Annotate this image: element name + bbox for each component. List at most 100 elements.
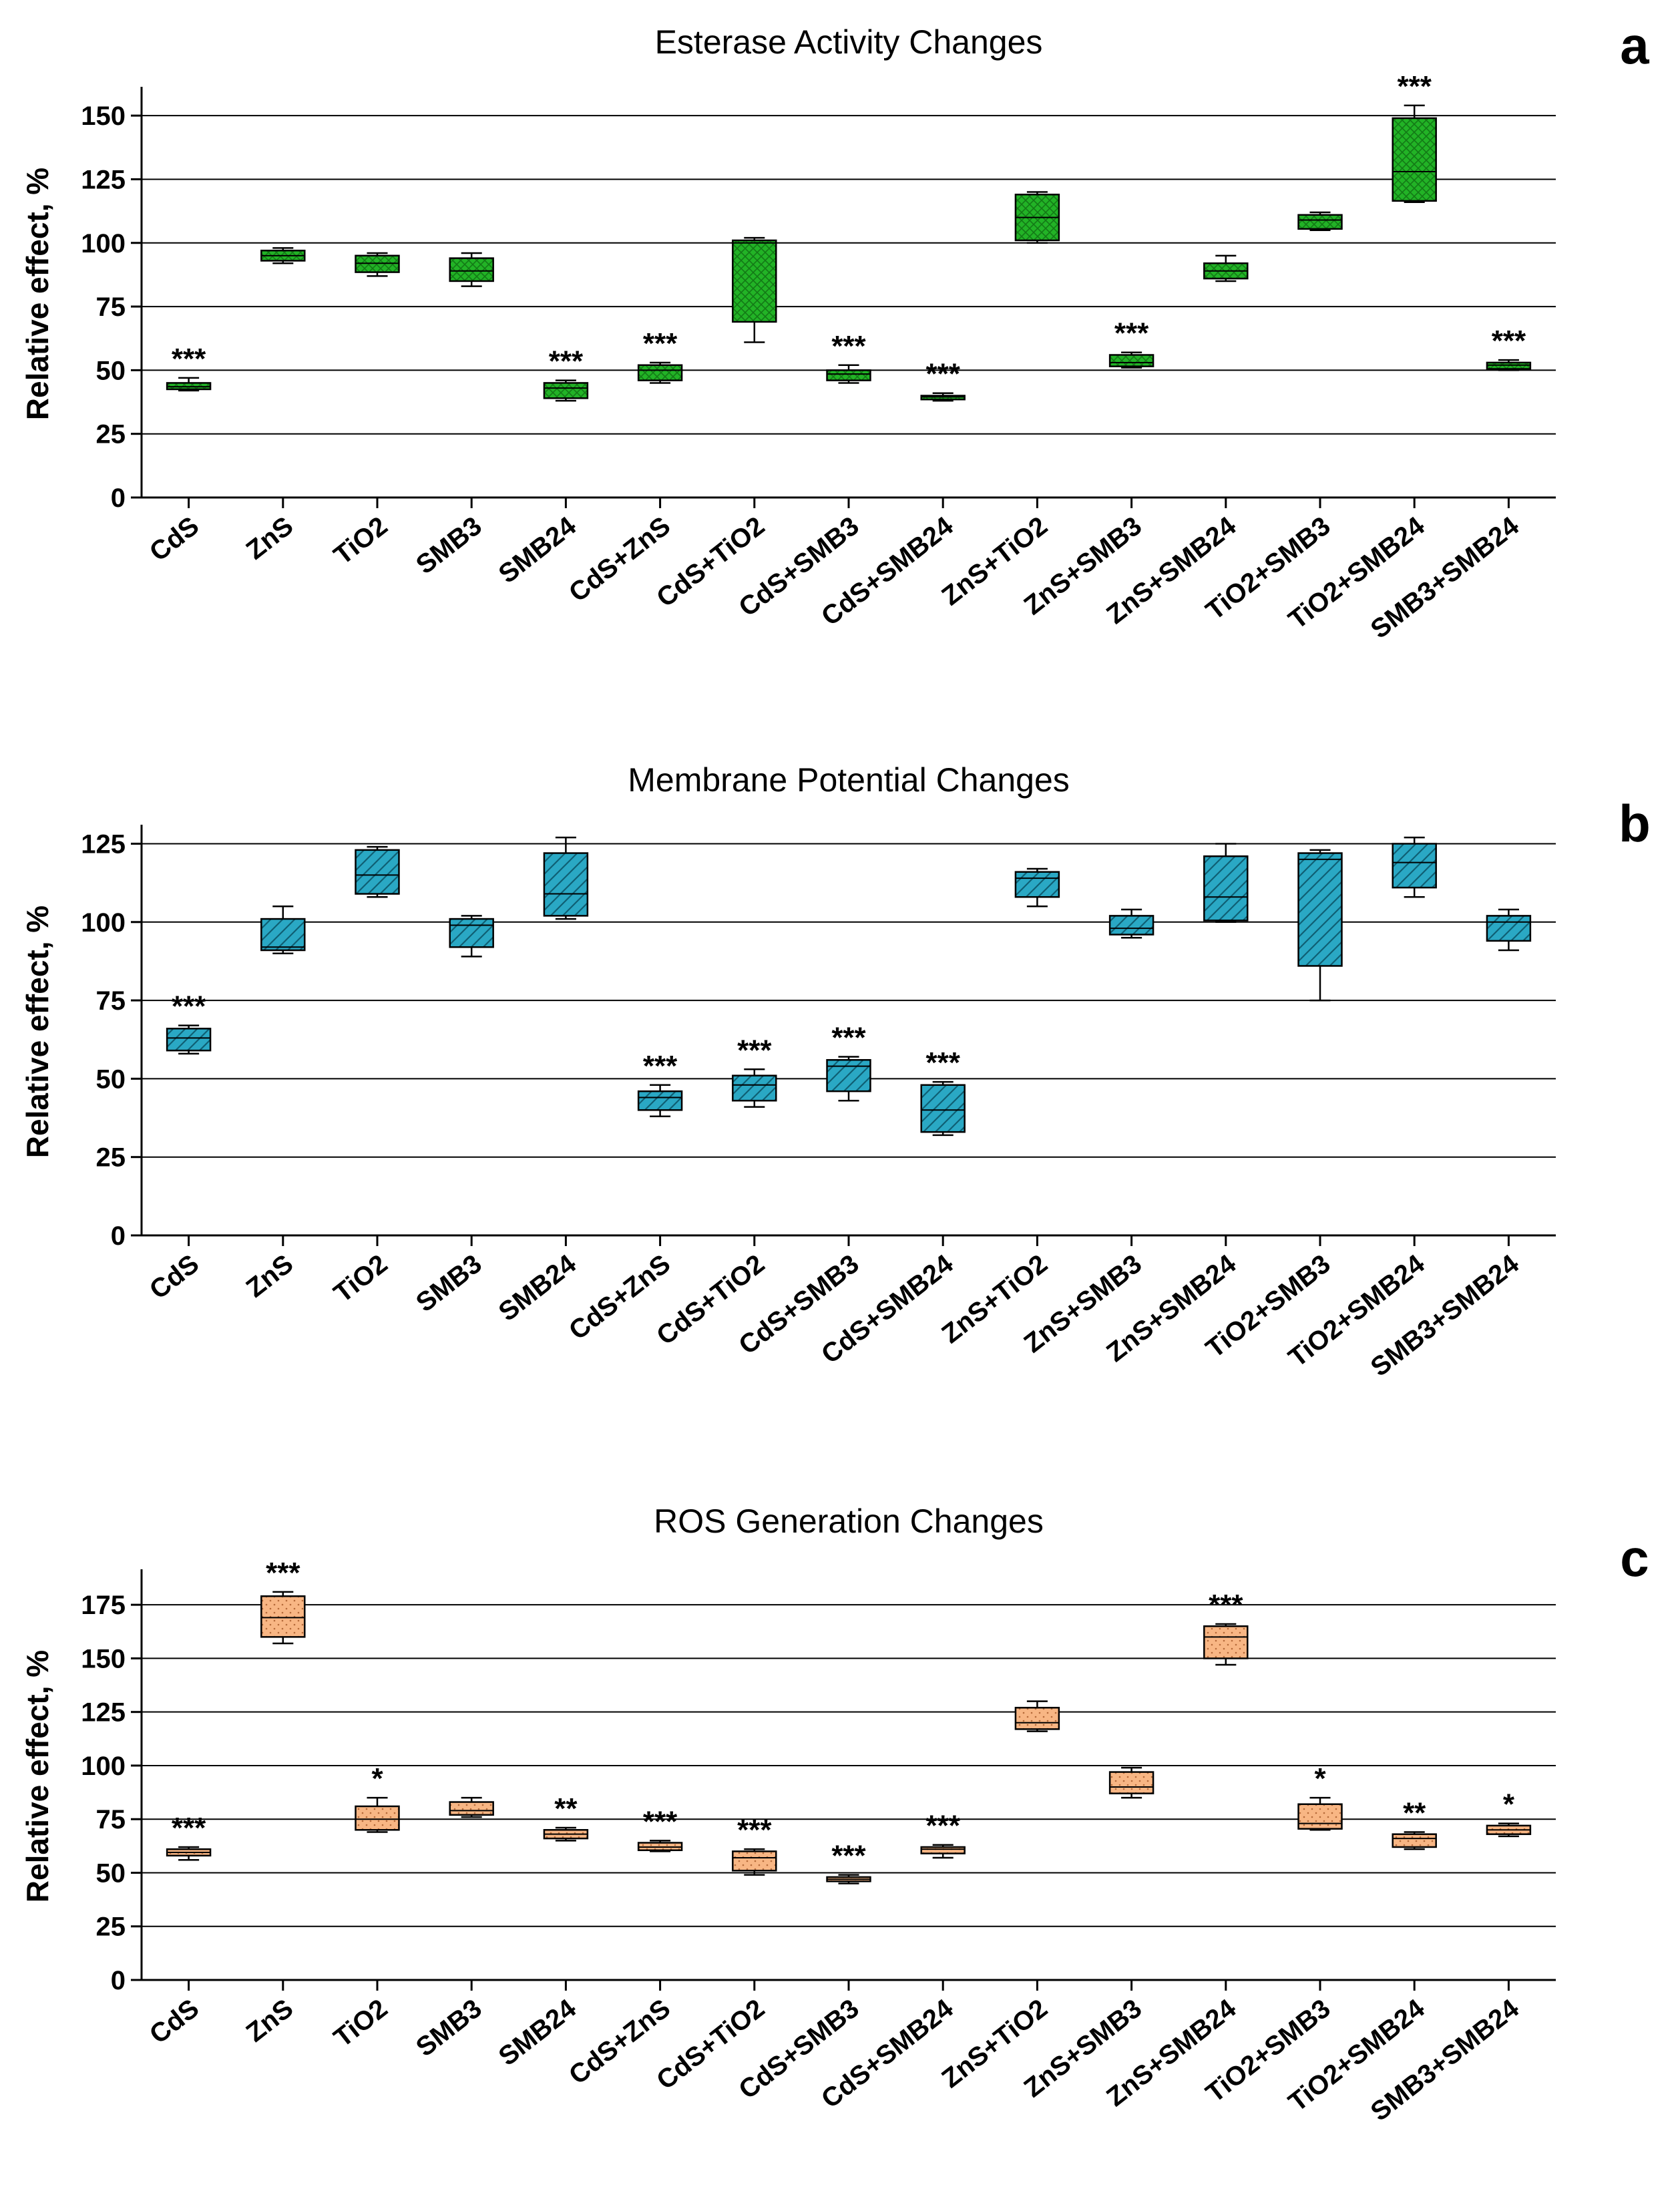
significance-marker: *** <box>643 1805 678 1838</box>
box-cds: *** <box>166 343 212 392</box>
panel-letter: b <box>1619 794 1651 853</box>
y-tick-label: 75 <box>96 1805 126 1834</box>
x-tick-label-zns: ZnS <box>241 1249 299 1303</box>
y-tick-label: 100 <box>81 1752 126 1781</box>
y-tick-label: 25 <box>96 1913 126 1942</box>
x-tick-label-cds: CdS <box>144 1993 204 2049</box>
box-pattern <box>1392 1833 1437 1848</box>
y-tick-label: 0 <box>111 1221 126 1251</box>
box-zns-plus-tio2 <box>1014 867 1060 908</box>
box-zns-plus-smb24: *** <box>1203 1589 1249 1666</box>
box-tio2 <box>355 252 400 277</box>
x-tick-label-zns: ZnS <box>241 511 299 565</box>
significance-marker: ** <box>1403 1796 1426 1829</box>
significance-marker: *** <box>1114 317 1149 350</box>
panel-b: Membrane Potential Changes b Relative effe… <box>20 761 1651 1382</box>
significance-marker: * <box>371 1762 383 1795</box>
significance-marker: *** <box>1209 1589 1243 1621</box>
box-pattern <box>920 1084 966 1133</box>
box-zns-plus-tio2 <box>1014 191 1060 244</box>
significance-marker: *** <box>549 345 584 378</box>
box-cds-plus-zns: *** <box>637 1805 683 1852</box>
x-tick-label-smb24: SMB24 <box>493 511 582 589</box>
x-tick-label-cds: CdS <box>144 1249 204 1305</box>
box-pattern <box>355 1805 400 1831</box>
x-tick-label-smb3: SMB3 <box>411 511 487 580</box>
y-tick-label: 50 <box>96 1064 126 1094</box>
y-tick-label: 125 <box>81 1698 126 1728</box>
box-pattern <box>1203 1625 1249 1659</box>
box-cds: *** <box>166 1812 212 1861</box>
chart-title: Membrane Potential Changes <box>628 761 1070 799</box>
significance-marker: *** <box>1492 325 1526 357</box>
box-pattern <box>920 1846 966 1854</box>
box-cds-plus-smb3: *** <box>826 1022 871 1102</box>
y-tick-label: 150 <box>81 1644 126 1673</box>
box-pattern <box>732 1850 777 1872</box>
box-cds-plus-smb3: *** <box>826 330 871 384</box>
y-axis-label: Relative effect, % <box>20 1650 55 1903</box>
box-cds-plus-tio2 <box>732 236 777 343</box>
y-tick-label: 25 <box>96 1143 126 1173</box>
box-pattern <box>1297 214 1343 230</box>
box-pattern <box>1297 852 1343 967</box>
box-tio2 <box>355 845 400 898</box>
box-smb3-plus-smb24 <box>1486 908 1532 952</box>
y-tick-label: 50 <box>96 356 126 385</box>
y-axis-label: Relative effect, % <box>20 906 55 1158</box>
box-zns-plus-smb3: *** <box>1108 317 1154 369</box>
x-tick-label-smb3: SMB3 <box>411 1993 487 2062</box>
box-zns-plus-smb3 <box>1108 908 1154 939</box>
box-pattern <box>166 1028 212 1052</box>
box-zns <box>260 906 306 954</box>
chart-title: Esterase Activity Changes <box>655 23 1043 61</box>
box-pattern <box>260 1595 306 1638</box>
box-pattern <box>543 852 589 917</box>
box-pattern <box>732 1074 777 1102</box>
box-zns <box>260 247 306 264</box>
significance-marker: *** <box>266 1557 300 1589</box>
significance-marker: *** <box>737 1034 772 1066</box>
panel-c: ROS Generation Changes c Relative effect, … <box>20 1503 1649 2127</box>
y-tick-label: 175 <box>81 1591 126 1620</box>
box-tio2-plus-smb24 <box>1392 836 1437 898</box>
box-pattern <box>449 257 494 282</box>
y-tick-label: 25 <box>96 420 126 449</box>
box-pattern <box>1486 915 1532 942</box>
box-cds-plus-zns: *** <box>637 327 683 384</box>
y-tick-label: 125 <box>81 829 126 859</box>
panel-letter: a <box>1620 16 1649 75</box>
box-smb3 <box>449 915 494 958</box>
box-pattern <box>637 1090 683 1111</box>
x-tick-label-tio2: TiO2 <box>329 1249 393 1308</box>
y-tick-label: 0 <box>111 483 126 513</box>
box-smb24: ** <box>543 1792 589 1842</box>
box-pattern <box>260 918 306 952</box>
box-zns-plus-smb24 <box>1203 254 1249 282</box>
box-pattern <box>732 239 777 323</box>
box-pattern <box>1014 1707 1060 1730</box>
box-cds-plus-zns: *** <box>637 1050 683 1117</box>
significance-marker: *** <box>831 330 866 363</box>
significance-marker: *** <box>831 1022 866 1054</box>
box-zns-plus-smb3 <box>1108 1766 1154 1799</box>
box-smb3 <box>449 1796 494 1818</box>
significance-marker: *** <box>172 1812 206 1844</box>
box-tio2: * <box>355 1762 400 1833</box>
x-tick-label-smb24: SMB24 <box>493 1249 582 1327</box>
box-pattern <box>449 918 494 948</box>
box-pattern <box>826 1058 871 1092</box>
significance-marker: *** <box>172 343 206 375</box>
box-pattern <box>1108 915 1154 936</box>
panel-a: Esterase Activity Changes a Relative effec… <box>20 16 1649 644</box>
box-pattern <box>826 369 871 381</box>
box-smb24: *** <box>543 345 589 402</box>
box-pattern <box>355 849 400 895</box>
y-tick-label: 75 <box>96 986 126 1016</box>
box-pattern <box>543 382 589 399</box>
box-cds-plus-smb24: *** <box>920 1046 966 1137</box>
x-tick-label-smb24: SMB24 <box>493 1993 582 2071</box>
box-smb3-plus-smb24: * <box>1486 1788 1532 1838</box>
x-tick-label-tio2: TiO2 <box>329 1993 393 2053</box>
